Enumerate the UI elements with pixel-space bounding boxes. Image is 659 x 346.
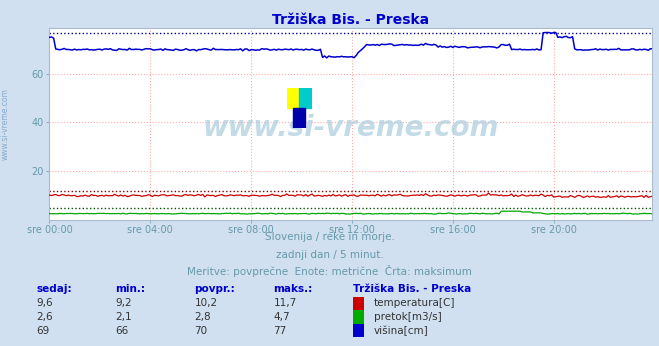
Text: maks.:: maks.: [273,284,313,294]
Text: 2,1: 2,1 [115,312,132,322]
Text: temperatura[C]: temperatura[C] [374,298,455,308]
Text: 77: 77 [273,326,287,336]
Text: sedaj:: sedaj: [36,284,72,294]
Text: 70: 70 [194,326,208,336]
Title: Tržiška Bis. - Preska: Tržiška Bis. - Preska [272,12,430,27]
Text: 9,2: 9,2 [115,298,132,308]
Text: zadnji dan / 5 minut.: zadnji dan / 5 minut. [275,250,384,260]
Text: Meritve: povprečne  Enote: metrične  Črta: maksimum: Meritve: povprečne Enote: metrične Črta:… [187,265,472,277]
Bar [299,88,312,108]
Text: 66: 66 [115,326,129,336]
Text: 4,7: 4,7 [273,312,290,322]
Text: www.si-vreme.com: www.si-vreme.com [1,89,10,161]
Bar [293,108,306,128]
Text: www.si-vreme.com: www.si-vreme.com [203,113,499,142]
Bar [287,88,299,108]
Text: Tržiška Bis. - Preska: Tržiška Bis. - Preska [353,284,471,294]
Text: Slovenija / reke in morje.: Slovenija / reke in morje. [264,233,395,243]
Text: 10,2: 10,2 [194,298,217,308]
Text: višina[cm]: višina[cm] [374,326,428,336]
Text: pretok[m3/s]: pretok[m3/s] [374,312,442,322]
Text: 69: 69 [36,326,49,336]
Text: povpr.:: povpr.: [194,284,235,294]
Text: 11,7: 11,7 [273,298,297,308]
Text: 2,6: 2,6 [36,312,53,322]
Text: 2,8: 2,8 [194,312,211,322]
Text: 9,6: 9,6 [36,298,53,308]
Text: min.:: min.: [115,284,146,294]
